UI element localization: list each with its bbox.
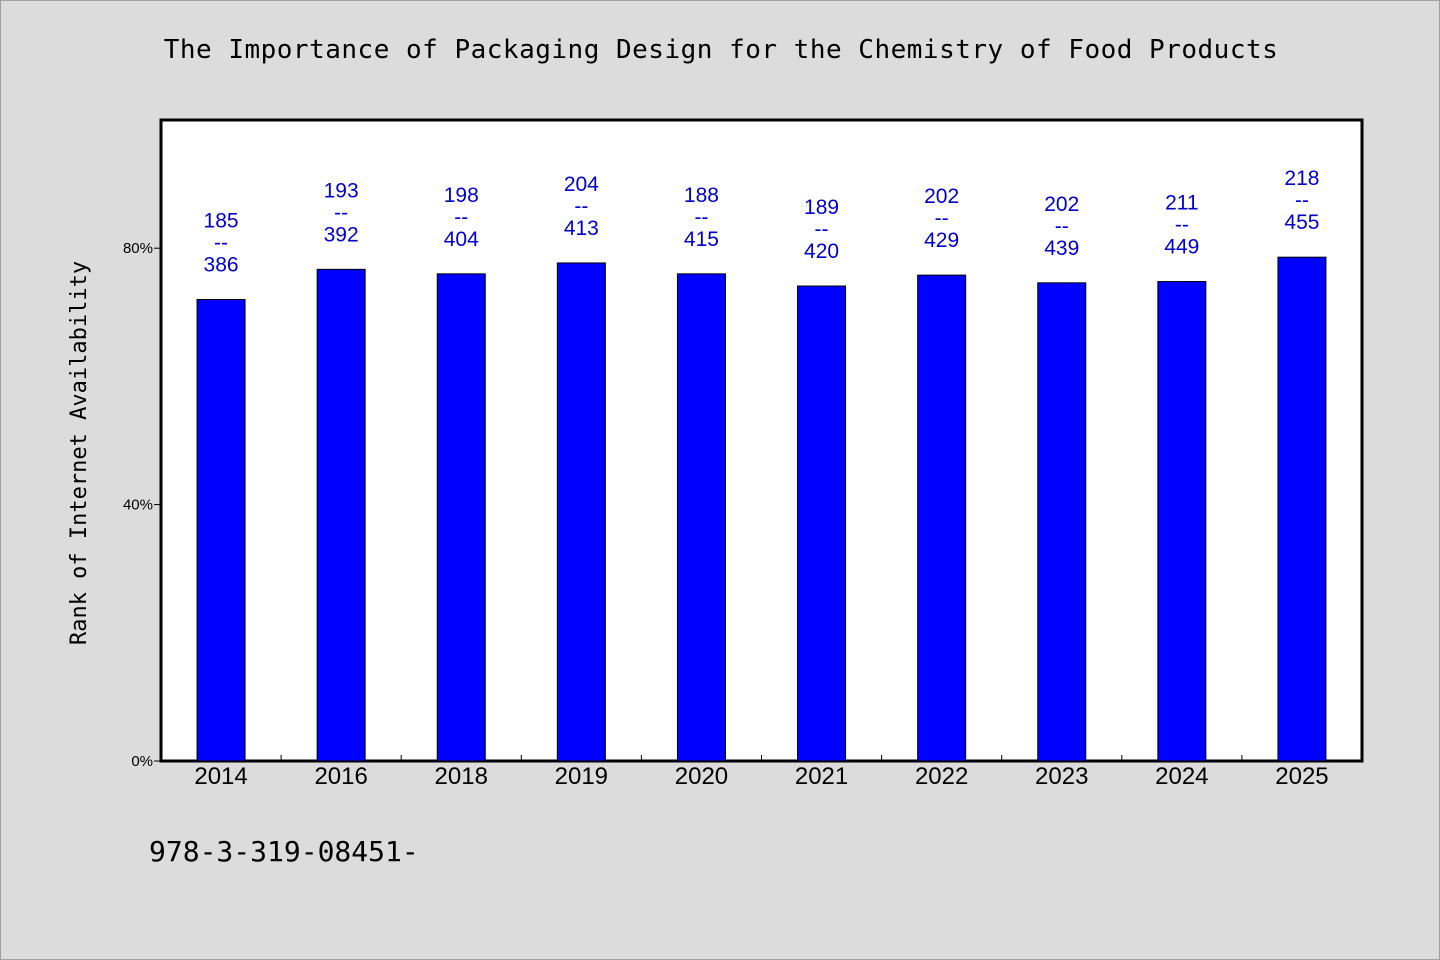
data-label-2020: 188 --415 (684, 184, 719, 251)
bar-2020 (676, 273, 726, 762)
bar-2014 (196, 298, 246, 762)
data-label-2022: 202 --429 (924, 185, 959, 252)
data-label-2025: 218 --455 (1284, 167, 1319, 234)
data-label-2019: 204 --413 (564, 173, 599, 240)
bar-2025 (1277, 256, 1327, 762)
ticks-group: 0% 40% 80% (123, 240, 1243, 770)
data-label-2018: 198 --404 (444, 184, 479, 251)
x-tick-label: 2025 (1275, 763, 1328, 790)
footer-code: 978-3-319-08451- (149, 835, 419, 868)
chart-title: The Importance of Packaging Design for t… (163, 35, 1279, 65)
data-label-2016: 193 --392 (324, 179, 359, 246)
x-tick-label: 2019 (555, 763, 608, 790)
x-tick-label: 2018 (435, 763, 488, 790)
bar-2021 (797, 285, 847, 762)
bar-2019 (556, 262, 606, 762)
x-tick-label: 2014 (194, 763, 247, 790)
x-tick-label: 2024 (1155, 763, 1208, 790)
data-label-2024: 211 --449 (1164, 192, 1199, 259)
x-tick-label: 2023 (1035, 763, 1088, 790)
bar-2018 (436, 273, 486, 762)
bar-2016 (316, 268, 366, 762)
y-tick-label: 80% (123, 240, 153, 257)
data-label-2023: 202 --439 (1044, 193, 1079, 260)
x-tick-label: 2021 (795, 763, 848, 790)
y-tick-label: 0% (131, 753, 153, 770)
data-label-2021: 189 --420 (804, 196, 839, 263)
bar-2024 (1157, 281, 1207, 762)
y-axis-title: Rank of Internet Availability (67, 261, 92, 645)
bar-2023 (1037, 282, 1087, 762)
y-tick-label: 40% (123, 497, 153, 514)
x-tick-label: 2022 (915, 763, 968, 790)
bar-2022 (917, 274, 967, 762)
data-label-2014: 185 --386 (204, 209, 239, 276)
x-tick-label: 2020 (675, 763, 728, 790)
x-tick-label: 2016 (314, 763, 367, 790)
labels-group: 2014 185 --386 2016 193 --392 2018 198 --404 2019… (194, 167, 1328, 790)
bars-group (196, 256, 1327, 762)
